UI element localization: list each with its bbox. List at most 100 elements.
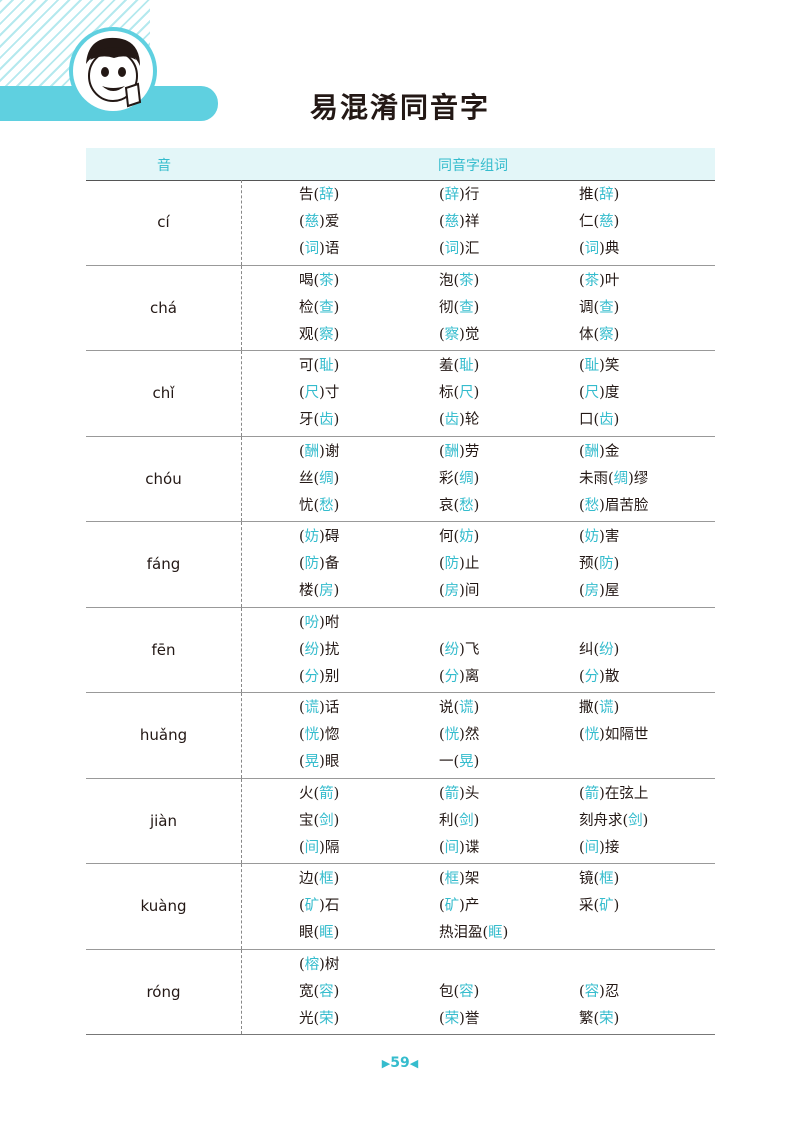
- homophone-char: 眶: [488, 925, 503, 941]
- word-prefix: 繁: [579, 1010, 594, 1027]
- word-cell: (妨)碍: [299, 524, 439, 551]
- word-suffix: 扰: [324, 641, 340, 658]
- bracket: ): [333, 326, 340, 343]
- word-grid: 可(耻) 羞(耻) (耻)笑 (尺)寸 标(尺) (尺)度 牙(齿) (齿)轮 口(齿): [299, 353, 715, 434]
- word-prefix: 体: [579, 326, 594, 343]
- bracket: (: [439, 871, 445, 887]
- word-prefix: 哀: [439, 497, 454, 514]
- bracket: (: [579, 839, 585, 856]
- homophone-char: 察: [444, 326, 460, 343]
- bracket: ): [473, 529, 480, 545]
- word-suffix: 备: [324, 556, 340, 572]
- word-cell: (箭)在弦上: [579, 781, 779, 808]
- table-row: cí 告(辞) (辞)行 推(辞) (慈)爱 (慈)祥 仁(慈) (词)语 (词)汇 (词)典: [86, 180, 715, 266]
- table-row: kuàng 边(框) (框)架 镜(框) (矿)石 (矿)产 采(矿) 眼(眶) 热泪盈(眶): [86, 864, 715, 950]
- word-cell: (分)离: [439, 664, 579, 691]
- word-cell: (矿)产: [439, 893, 579, 920]
- homophone-char: 耻: [584, 358, 600, 374]
- homophone-char: 晃: [459, 754, 474, 770]
- word-cell: 丝(绸): [299, 466, 439, 493]
- bracket: (: [439, 641, 445, 658]
- homophone-char: 荣: [444, 1010, 460, 1027]
- homophone-char: 容: [459, 983, 474, 1000]
- word-suffix: 忍: [604, 983, 620, 1000]
- bracket: ): [319, 839, 325, 856]
- homophone-char: 茶: [459, 272, 474, 289]
- homophone-char: 词: [444, 241, 460, 257]
- word-prefix: 忧: [299, 497, 314, 514]
- word-cell: 边(框): [299, 866, 439, 893]
- word-grid: 告(辞) (辞)行 推(辞) (慈)爱 (慈)祥 仁(慈) (词)语 (词)汇 (词)典: [299, 182, 715, 263]
- page-title: 易混淆同音字: [309, 91, 490, 124]
- word-cell: (恍)惚: [299, 722, 439, 749]
- homophone-char: 恍: [444, 727, 460, 743]
- bracket: ): [319, 956, 325, 973]
- word-prefix: 丝: [299, 470, 314, 487]
- bracket: ): [473, 358, 480, 374]
- bracket: (: [439, 668, 445, 685]
- word-prefix: 眼: [299, 925, 314, 941]
- bracket: (: [313, 497, 320, 514]
- bracket: ): [319, 241, 325, 257]
- bracket: (: [579, 272, 585, 289]
- bracket: ): [319, 668, 325, 685]
- word-cell: (察)觉: [439, 322, 579, 349]
- word-cell: 检(查): [299, 295, 439, 322]
- homophone-char: 查: [319, 299, 334, 316]
- word-cell: 光(荣): [299, 1006, 439, 1033]
- word-suffix: 树: [324, 956, 340, 973]
- word-cell: 忧(愁): [299, 493, 439, 520]
- homophone-char: 榕: [304, 956, 320, 973]
- homophone-char: 词: [584, 241, 600, 257]
- homophone-char: 防: [444, 556, 460, 572]
- bracket: ): [459, 443, 465, 460]
- homophone-char: 分: [584, 668, 600, 685]
- homophone-char: 剑: [459, 812, 474, 829]
- bracket: (: [313, 326, 320, 343]
- word-prefix: 喝: [299, 272, 314, 289]
- bracket: ): [599, 443, 605, 460]
- word-cell: 繁(荣): [579, 1006, 779, 1033]
- word-prefix: 未雨: [579, 470, 608, 487]
- word-suffix: 叶: [604, 272, 620, 289]
- word-prefix: 利: [439, 812, 454, 829]
- word-cell: (榕)树: [299, 952, 439, 979]
- bracket: ): [333, 497, 340, 514]
- pinyin-cell: chá: [150, 298, 177, 317]
- bracket: (: [593, 898, 600, 914]
- word-prefix: 火: [299, 785, 314, 802]
- word-grid: (谎)话 说(谎) 撒(谎) (恍)惚 (恍)然 (恍)如隔世 (晃)眼 一(晃): [299, 695, 715, 776]
- bracket: (: [313, 358, 320, 374]
- word-cell: (分)散: [579, 664, 779, 691]
- homophone-char: 谎: [599, 700, 614, 716]
- bracket: (: [608, 470, 614, 487]
- homophone-char: 齿: [444, 412, 460, 428]
- word-cell: 说(谎): [439, 695, 579, 722]
- table-row: chǐ 可(耻) 羞(耻) (耻)笑 (尺)寸 标(尺) (尺)度 牙(齿) (齿)轮 口(齿): [86, 351, 715, 437]
- word-prefix: 光: [299, 1010, 314, 1027]
- word-cell: (慈)祥: [439, 209, 579, 236]
- bracket: ): [613, 214, 620, 230]
- word-cell: 撒(谎): [579, 695, 779, 722]
- homophone-char: 荣: [319, 1010, 334, 1027]
- bracket: (: [453, 497, 460, 514]
- bracket: ): [333, 358, 340, 374]
- homophone-char: 矿: [599, 898, 614, 914]
- word-suffix: 惚: [324, 727, 340, 743]
- bracket: (: [453, 299, 460, 316]
- word-prefix: 宝: [299, 812, 314, 829]
- pinyin-cell: huǎng: [139, 726, 188, 745]
- homophone-char: 妨: [304, 529, 320, 545]
- word-cell: [439, 952, 579, 979]
- homophone-char: 绸: [319, 470, 334, 487]
- word-cell: 牙(齿): [299, 407, 439, 434]
- homophone-char: 房: [319, 583, 334, 599]
- bracket: ): [599, 668, 605, 685]
- bracket: ): [613, 641, 620, 658]
- bracket: ): [459, 412, 465, 428]
- homophone-char: 耻: [459, 358, 474, 374]
- word-grid: (妨)碍 何(妨) (妨)害 (防)备 (防)止 预(防) 楼(房) (房)间 (房)屋: [299, 524, 715, 605]
- bracket: (: [313, 299, 320, 316]
- word-cell: (酬)谢: [299, 439, 439, 466]
- word-suffix: 度: [604, 385, 620, 401]
